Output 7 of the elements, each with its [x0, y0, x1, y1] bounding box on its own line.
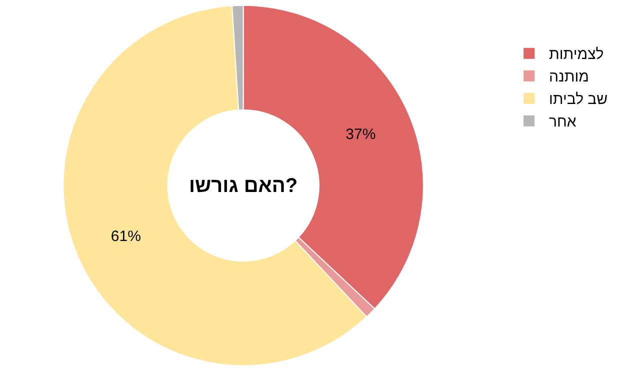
legend-label: אחר — [549, 114, 577, 131]
legend-label: שב לביתו — [549, 91, 608, 108]
legend-label: מותנה — [549, 68, 589, 86]
text: האם גורשו? — [189, 175, 298, 197]
legend-label: לצמיתות — [549, 46, 604, 64]
data-label: 37% — [346, 126, 376, 144]
data-label: 61% — [110, 228, 141, 245]
